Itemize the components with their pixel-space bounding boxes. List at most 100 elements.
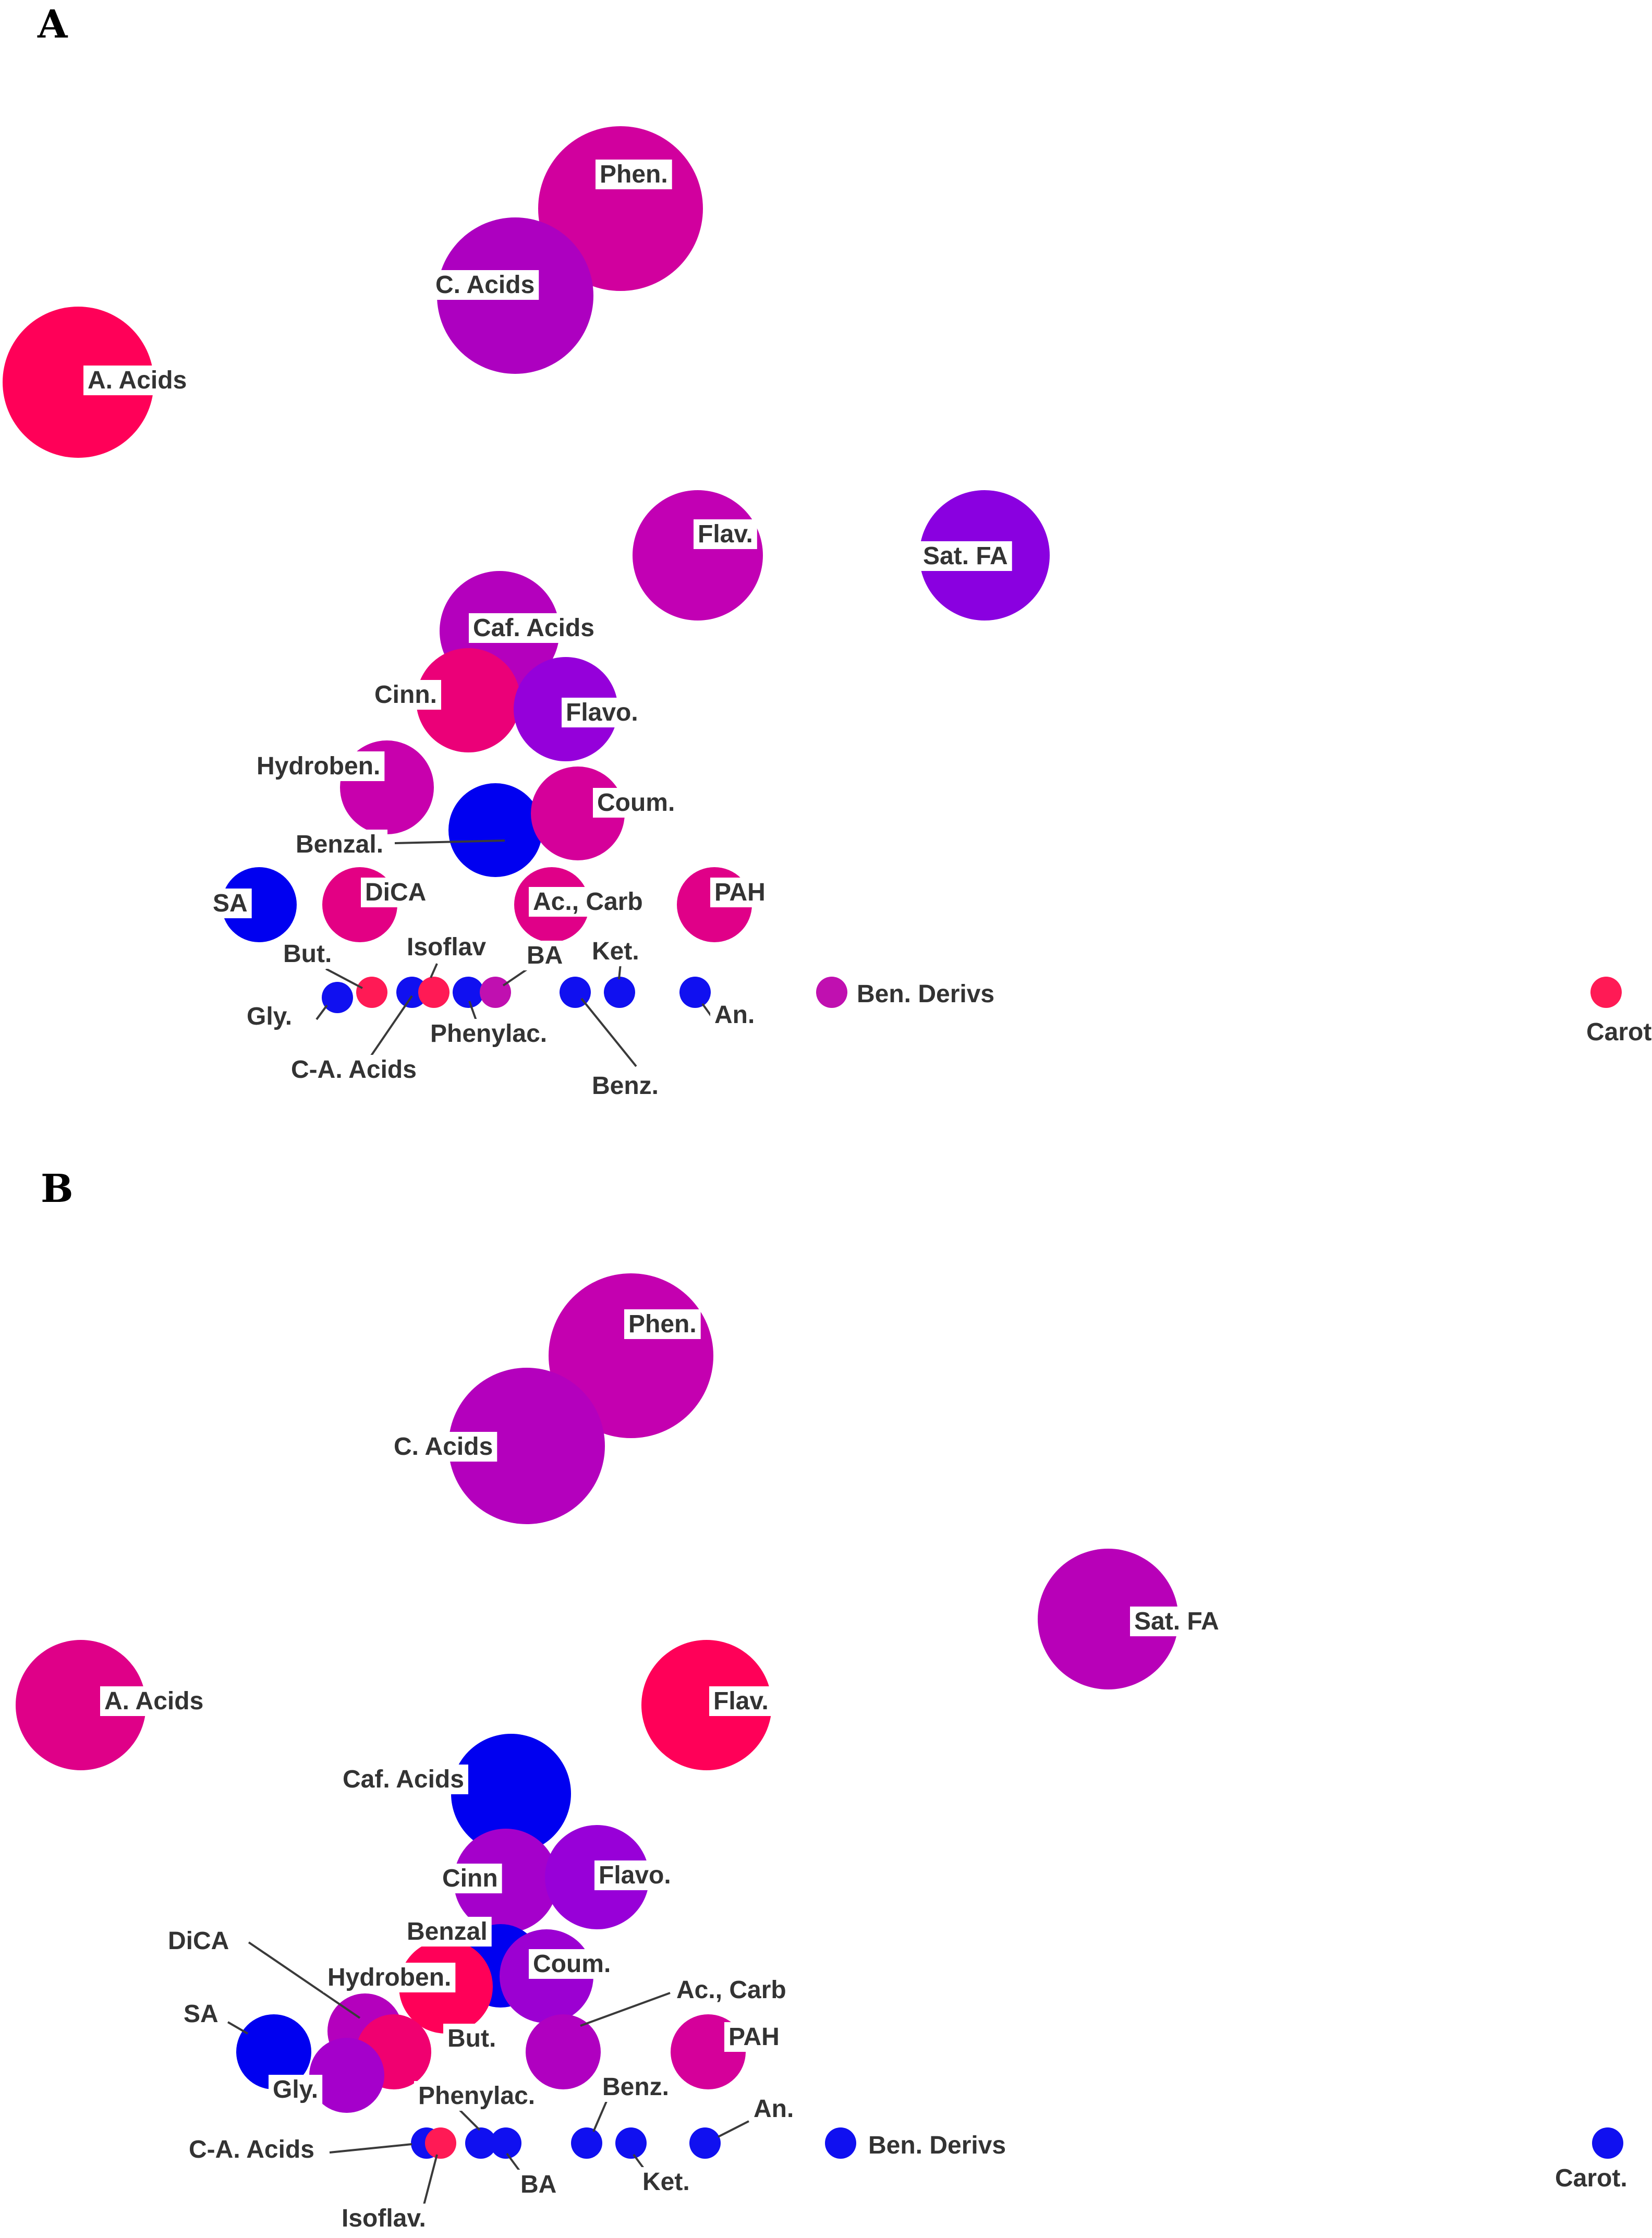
panel-a-label-bg-ba (523, 941, 567, 970)
panel-b-label-bg-a-acids (100, 1686, 208, 1716)
panel-b-label-cinn: Cinn (442, 1865, 498, 1892)
panel-label-a: A (37, 2, 68, 47)
panel-a-bubble-ben-derivs (816, 977, 847, 1008)
panel-a-bubble-an (679, 977, 711, 1008)
panel-a-label-bg-c-acids (431, 270, 539, 300)
panel-a-label-gly: Gly. (247, 1003, 292, 1030)
panel-b-label-bg-c-acids (390, 1432, 497, 1462)
panel-a-bubble-carot (1590, 977, 1622, 1008)
panel-b-leader-sa (227, 2021, 249, 2035)
panel-b-label-ben-derivs: Ben. Derivs (868, 2132, 1006, 2159)
panel-b-label-a-acids: A. Acids (104, 1687, 203, 1715)
panel-a-leader-ba (502, 968, 529, 987)
panel-a-label-bg-but (279, 939, 336, 969)
panel-b-label-bg-ba (516, 2170, 561, 2199)
panel-b-bubble-caf-acids (451, 1734, 571, 1854)
panel-b-bubble-sa (236, 2014, 311, 2089)
panel-b-label-bg-benzal (403, 1917, 492, 1947)
panel-b-label-bg-flavo (594, 1860, 675, 1890)
panel-a-label-sat-fa: Sat. FA (923, 542, 1008, 570)
panel-b-bubble-an (689, 2127, 721, 2159)
panel-b-leader-dica (248, 1941, 361, 2019)
panel-a-label-hydroben: Hydroben. (257, 752, 380, 780)
panel-b-label-sat-fa: Sat. FA (1134, 1608, 1219, 1635)
panel-b-label-bg-isoflav (337, 2204, 430, 2233)
panel-b-bubble-carot (1592, 2127, 1623, 2159)
panel-a-label-ac-carb: Ac., Carb (533, 888, 643, 916)
panel-b-bubble-ket (615, 2127, 647, 2159)
panel-b-label-dica: DiCA (168, 1927, 229, 1955)
panel-b-leader-ac-carb (580, 1992, 671, 2027)
panel-b-label-bg-coum (529, 1949, 615, 1979)
panel-b-leader-an (718, 2120, 749, 2138)
panel-b-bubble-sat-fa (1038, 1549, 1179, 1689)
panel-b-bubble-c-acids (448, 1368, 605, 1524)
panel-b-label-bg-carot (1551, 2163, 1632, 2193)
panel-b-label-hydroben: Hydroben. (327, 1964, 451, 1991)
panel-b-label-bg-phenylac (414, 2081, 540, 2111)
panel-a-label-bg-sat-fa (919, 541, 1012, 571)
panel-a-leader-c-a-acids (368, 995, 413, 1060)
panel-b-bubble-isoflav (425, 2127, 456, 2159)
panel-b-label-c-acids: C. Acids (394, 1433, 493, 1461)
panel-a-label-bg-cinn (370, 680, 441, 710)
panel-b-leader-c-a-acids (329, 2143, 412, 2154)
panel-b-label-bg-phen (624, 1309, 701, 1339)
panel-a-label-bg-carot (1582, 1017, 1652, 1047)
panel-b-label-carot: Carot. (1555, 2164, 1627, 2192)
panel-a-bubble-flav (633, 490, 763, 621)
panel-b-label-bg-but (443, 2024, 501, 2053)
panel-a-label-ben-derivs: Ben. Derivs (857, 980, 994, 1008)
panel-b-label-isoflav: Isoflav. (342, 2205, 426, 2232)
panel-a-label-phenylac: Phenylac. (430, 1020, 547, 1048)
panel-a-leader-benzal (394, 840, 505, 844)
panel-a-label-but: But. (283, 940, 332, 968)
panel-b-label-bg-hydroben (323, 1963, 456, 1992)
panel-a-leader-benz (580, 998, 637, 1067)
panel-b-label-an: An. (754, 2095, 794, 2123)
panel-a-label-bg-hydroben (252, 751, 385, 781)
panel-b-bubble-ben-derivs (825, 2127, 856, 2159)
panel-a-label-bg-phen (596, 160, 672, 189)
panel-a-label-bg-phenylac (426, 1019, 552, 1049)
panel-b-label-bg-cinn (438, 1864, 502, 1893)
panel-b-label-bg-c-a-acids (185, 2135, 319, 2164)
panel-b-bubble-phenylac (465, 2127, 496, 2159)
panel-a-label-phen: Phen. (600, 161, 668, 188)
panel-a-bubble-c-a-acids (396, 977, 428, 1008)
panel-a-label-pah: PAH (714, 879, 766, 906)
panel-a-label-carot: Carot. (1586, 1018, 1652, 1046)
panel-a-label-bg-a-acids (83, 366, 191, 395)
panel-a-labels: Phen. C. Acids A. Acids Flav. Sat. FA Caf. Ac… (83, 160, 1652, 1101)
panel-a-label-bg-ket (588, 936, 643, 966)
panel-a-plot: Phen. C. Acids A. Acids Flav. Sat. FA Caf. Ac… (3, 126, 1652, 1101)
panel-a-bubble-but (356, 977, 387, 1008)
panel-b-bubble-a-acids (16, 1640, 146, 1770)
panel-a-bubbles (3, 126, 1622, 1013)
panel-a-bubble-isoflav (418, 977, 450, 1008)
panel-b-bubble-benz (571, 2127, 602, 2159)
panel-a-label-bg-an (710, 1000, 759, 1030)
panel-a-bubble-a-acids (3, 307, 154, 458)
panel-a-label-bg-pah (710, 878, 770, 907)
panel-b-label-benz: Benz. (602, 2073, 669, 2101)
panel-b-label-bg-sat-fa (1130, 1607, 1223, 1636)
panel-a-label-c-acids: C. Acids (435, 271, 535, 299)
panel-b-label-bg-gly (269, 2075, 323, 2105)
panel-a-label-dica: DiCA (365, 879, 426, 906)
panel-b-bubble-ba (490, 2127, 521, 2159)
panel-label-b: B (41, 1166, 74, 1211)
panel-b-bubble-ac-carb (526, 2014, 601, 2089)
panel-b-label-bg-benz (598, 2072, 674, 2102)
panel-a-label-bg-ac-carb (529, 887, 647, 917)
panel-a-label-flavo: Flavo. (566, 699, 638, 726)
panel-b-bubble-gly (309, 2038, 384, 2113)
panel-b-label-pah: PAH (728, 2023, 780, 2051)
panel-b-plot: Phen. C. Acids Sat. FA A. Acids Flav. Caf. Ac… (16, 1273, 1632, 2233)
panel-b-leader-isoflav (423, 2154, 438, 2205)
panel-b-leader-phenylac (458, 2108, 481, 2131)
panel-a-label-flav: Flav. (698, 520, 753, 548)
panel-b-labels: Phen. C. Acids Sat. FA A. Acids Flav. Caf. Ac… (100, 1309, 1632, 2233)
panel-b-label-ba: BA (520, 2171, 556, 2198)
